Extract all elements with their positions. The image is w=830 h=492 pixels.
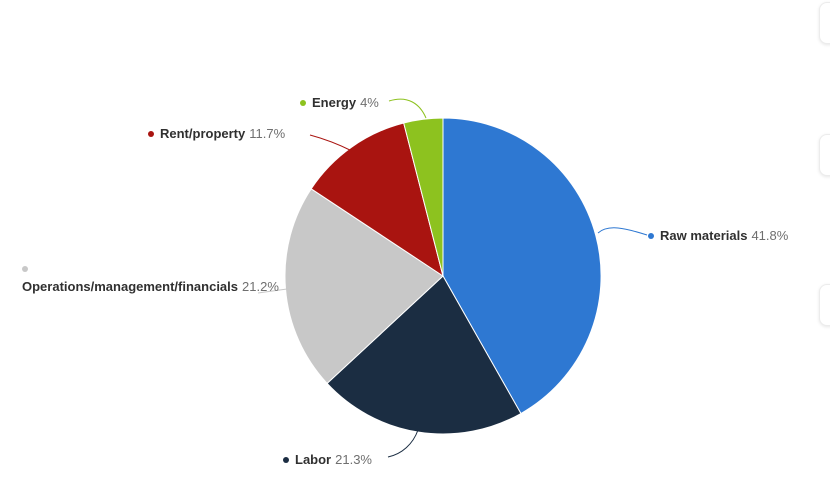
toolbar-button-fragment[interactable] bbox=[819, 284, 830, 326]
pie-label-rent-property: Rent/property 11.7% bbox=[148, 125, 285, 143]
label-percent: 41.8% bbox=[751, 228, 789, 243]
pie-label-raw-materials: Raw materials 41.8% bbox=[648, 227, 788, 245]
label-connector bbox=[388, 98, 427, 119]
label-name: Rent/property bbox=[160, 126, 246, 141]
pie-label-labor: Labor 21.3% bbox=[283, 451, 372, 469]
pie-label-operations-management-financials: Operations/management/financials 21.2% bbox=[22, 260, 279, 296]
label-percent: 4% bbox=[360, 95, 379, 110]
pie-slice-raw-materials[interactable] bbox=[442, 117, 602, 415]
label-percent: 21.2% bbox=[242, 279, 279, 294]
legend-dot-raw-materials bbox=[648, 233, 654, 239]
label-name: Energy bbox=[312, 95, 357, 110]
label-connector bbox=[309, 134, 353, 152]
label-percent: 11.7% bbox=[249, 126, 286, 141]
pie-label-energy: Energy 4% bbox=[300, 94, 379, 112]
legend-dot-rent-property bbox=[148, 131, 154, 137]
label-connector bbox=[597, 227, 648, 236]
toolbar-button-fragment[interactable] bbox=[819, 2, 830, 44]
label-name: Operations/management/financials bbox=[22, 279, 239, 294]
label-connector bbox=[257, 288, 288, 294]
legend-dot-energy bbox=[300, 100, 306, 106]
legend-dot-operations bbox=[22, 266, 28, 272]
toolbar-button-fragment[interactable] bbox=[819, 134, 830, 176]
legend-dot-labor bbox=[283, 457, 289, 463]
label-name: Labor bbox=[295, 452, 332, 467]
pie-slice-rent-property[interactable] bbox=[310, 122, 444, 278]
label-name: Raw materials bbox=[660, 228, 748, 243]
pie-slice-labor[interactable] bbox=[326, 275, 522, 435]
pie-slice-energy[interactable] bbox=[403, 117, 444, 277]
label-percent: 21.3% bbox=[335, 452, 372, 467]
label-connector bbox=[387, 429, 419, 458]
